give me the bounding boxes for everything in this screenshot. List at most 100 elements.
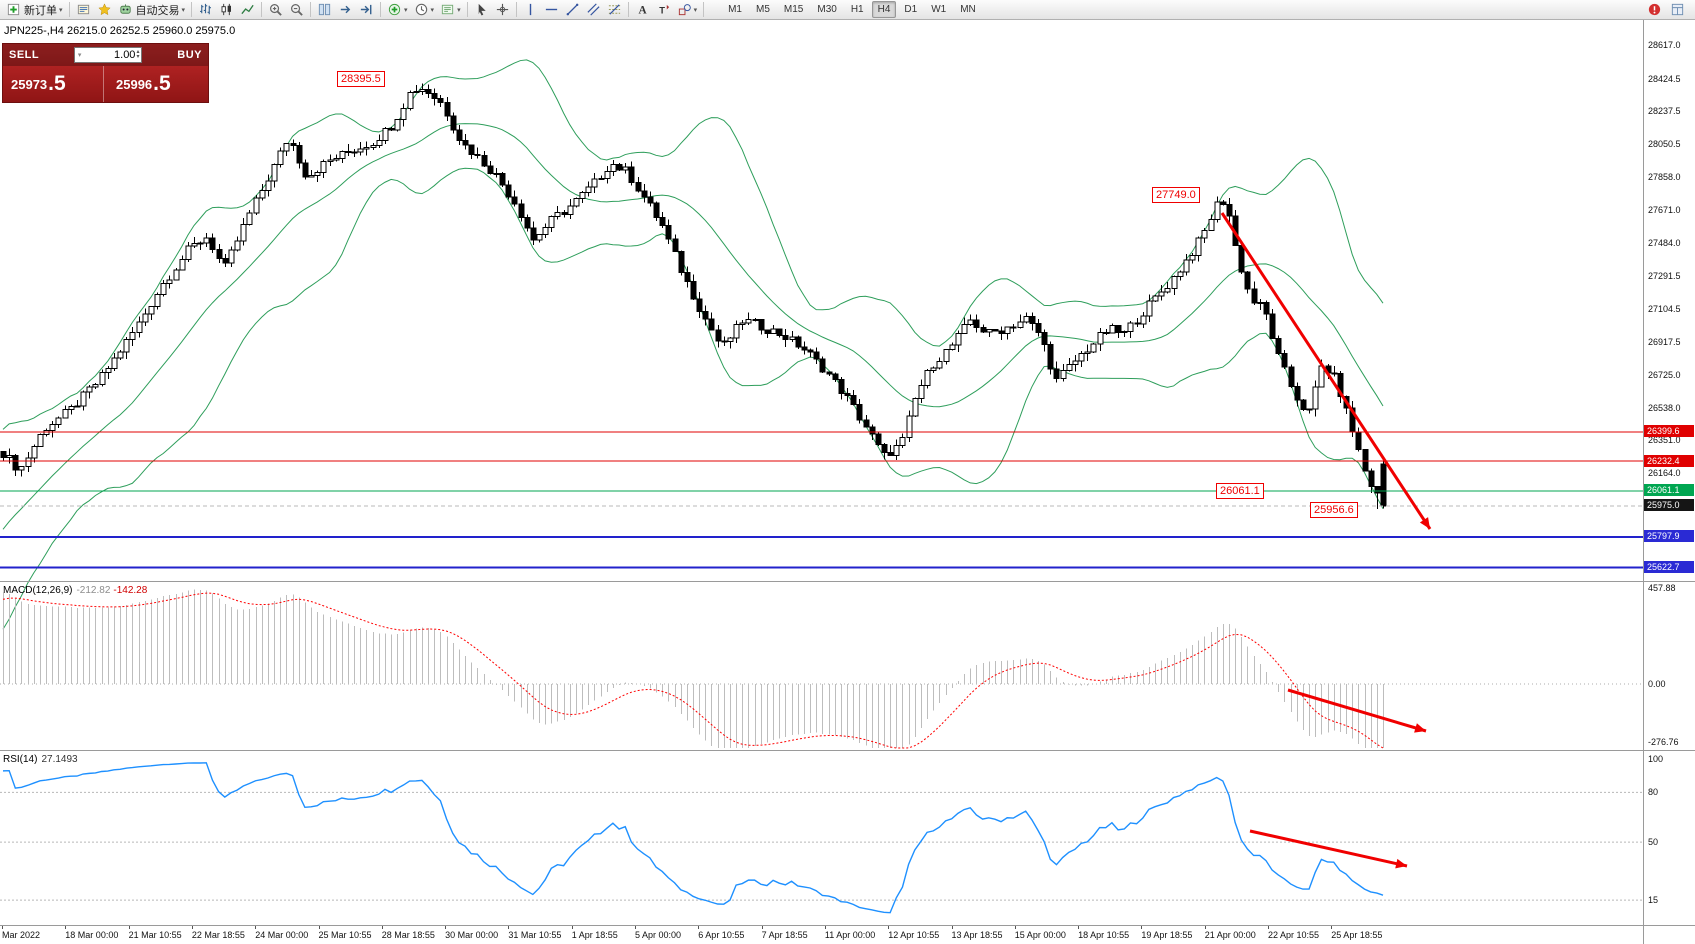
price-annotation[interactable]: 25956.6 (1310, 502, 1358, 518)
one-click-trading-panel: SELL ▾ ▴▾ BUY 25973.5 25996.5 (2, 43, 209, 103)
auto-trading-button[interactable]: 自动交易 ▾ (115, 1, 189, 19)
trade-panel-header: SELL ▾ ▴▾ BUY (3, 44, 208, 66)
auto-scroll-button[interactable] (335, 1, 356, 19)
toolbar-separator (380, 2, 382, 17)
candlestick-chart-icon (221, 3, 232, 16)
macd-signal-line (2, 592, 1384, 749)
add-indicator-button[interactable]: ▾ (384, 1, 411, 19)
toolbar: 新订单 ▾ 自动交易 ▾ ▾ ▾ ▾ A T ▾ M1 M5 M15 M30 H1 H4 D1 W1 MN (0, 0, 1695, 20)
timeframe-m15-button[interactable]: M15 (783, 4, 804, 15)
toolbar-separator (515, 2, 517, 17)
timeframe-d1-button[interactable]: D1 (904, 4, 918, 15)
trendline-button[interactable] (562, 1, 583, 19)
buy-label: BUY (177, 49, 202, 61)
buy-price-fraction: .5 (153, 72, 171, 95)
toolbar-separator (191, 2, 193, 17)
vertical-line-icon (529, 3, 531, 16)
periods-icon (415, 3, 427, 16)
add-indicator-icon (388, 3, 401, 16)
text-label-button[interactable]: T (653, 1, 674, 19)
timeframe-m30-button[interactable]: M30 (817, 4, 837, 15)
buy-price: 25996 (116, 76, 153, 92)
price-annotation[interactable]: 28395.5 (337, 71, 385, 87)
rsi-value: 27.1493 (41, 754, 78, 765)
toolbar-separator (703, 2, 705, 17)
line-chart-icon (241, 4, 254, 15)
crosshair-icon (496, 3, 508, 16)
macd-histogram (0, 589, 1643, 748)
bollinger-bands (2, 59, 1384, 630)
spin-up-icon[interactable]: ▴ (136, 49, 140, 55)
zoom-out-button[interactable] (286, 1, 307, 19)
shapes-icon (678, 4, 691, 16)
notifications-button[interactable] (1644, 1, 1665, 19)
spin-down-icon[interactable]: ▾ (136, 54, 140, 60)
trend-arrows[interactable] (1220, 212, 1432, 869)
templates-icon (441, 4, 454, 15)
timeframe-mn-button[interactable]: MN (960, 4, 976, 15)
sell-button[interactable]: 25973.5 (3, 66, 104, 102)
timeframe-m5-button[interactable]: M5 (756, 4, 770, 15)
fibonacci-icon (608, 4, 620, 15)
symbol-ohlc-info: JPN225-,H4 26215.0 26252.5 25960.0 25975… (4, 25, 236, 37)
rsi-indicator-label: RSI(14) 27.1493 (3, 754, 78, 765)
zoom-out-icon (291, 4, 303, 16)
horizontal-level-lines (0, 431, 1643, 569)
timeframe-h1-button[interactable]: H1 (850, 4, 864, 15)
favorites-icon (97, 3, 111, 16)
favorites-button[interactable] (94, 1, 115, 19)
timeframe-h4-button[interactable]: H4 (871, 1, 897, 18)
timeframe-w1-button[interactable]: W1 (931, 4, 947, 15)
volume-spinner[interactable]: ▴ ▾ (135, 49, 140, 60)
price-annotation[interactable]: 26061.1 (1216, 483, 1264, 499)
periods-button[interactable]: ▾ (411, 1, 438, 19)
market-watch-icon (77, 4, 89, 15)
toolbar-buttons: 新订单 ▾ 自动交易 ▾ ▾ ▾ ▾ A T ▾ (3, 1, 707, 19)
auto-trading-icon (119, 4, 131, 14)
line-chart-button[interactable] (237, 1, 258, 19)
horizontal-line-icon (545, 8, 557, 11)
bar-chart-icon (200, 3, 211, 15)
rsi-name: RSI(14) (3, 754, 38, 765)
channel-button[interactable] (583, 1, 604, 19)
cursor-button[interactable] (471, 1, 492, 19)
timeframe-m1-button[interactable]: M1 (728, 4, 742, 15)
trade-panel-prices: 25973.5 25996.5 (3, 66, 208, 102)
candlestick-chart-button[interactable] (216, 1, 237, 19)
macd-main-value: -212.82 (76, 585, 111, 596)
layout-icon (1671, 3, 1684, 16)
sell-price: 25973 (11, 76, 48, 92)
new-order-button[interactable]: 新订单 ▾ (3, 1, 66, 19)
svg-text:T: T (659, 5, 665, 15)
svg-text:A: A (638, 5, 647, 17)
bar-chart-button[interactable] (195, 1, 216, 19)
vertical-line-button[interactable] (520, 1, 541, 19)
volume-dropdown-icon[interactable]: ▾ (77, 52, 82, 59)
text-button[interactable]: A (632, 1, 653, 19)
toolbar-separator (310, 2, 312, 17)
zoom-in-button[interactable] (265, 1, 286, 19)
volume-stepper[interactable]: ▾ ▴▾ (73, 47, 143, 63)
auto-scroll-icon (340, 5, 351, 14)
volume-input[interactable] (83, 49, 136, 61)
templates-button[interactable]: ▾ (437, 1, 464, 19)
horizontal-line-button[interactable] (541, 1, 562, 19)
buy-button[interactable]: 25996.5 (104, 66, 208, 102)
toolbar-right-icons (1644, 1, 1692, 19)
layout-button[interactable] (1667, 1, 1688, 19)
shapes-button[interactable]: ▾ (674, 1, 701, 19)
tile-windows-button[interactable] (314, 1, 335, 19)
tile-windows-icon (318, 3, 331, 16)
rsi-indicator (0, 762, 1643, 914)
price-annotation[interactable]: 27749.0 (1152, 187, 1200, 203)
chart-shift-button[interactable] (356, 1, 377, 19)
market-watch-button[interactable] (73, 1, 94, 19)
crosshair-button[interactable] (492, 1, 513, 19)
chart-shift-icon (360, 4, 372, 15)
fibonacci-button[interactable] (604, 1, 625, 19)
trendline-icon (566, 3, 578, 16)
candlestick-series (0, 83, 1387, 510)
cursor-icon (478, 3, 486, 16)
